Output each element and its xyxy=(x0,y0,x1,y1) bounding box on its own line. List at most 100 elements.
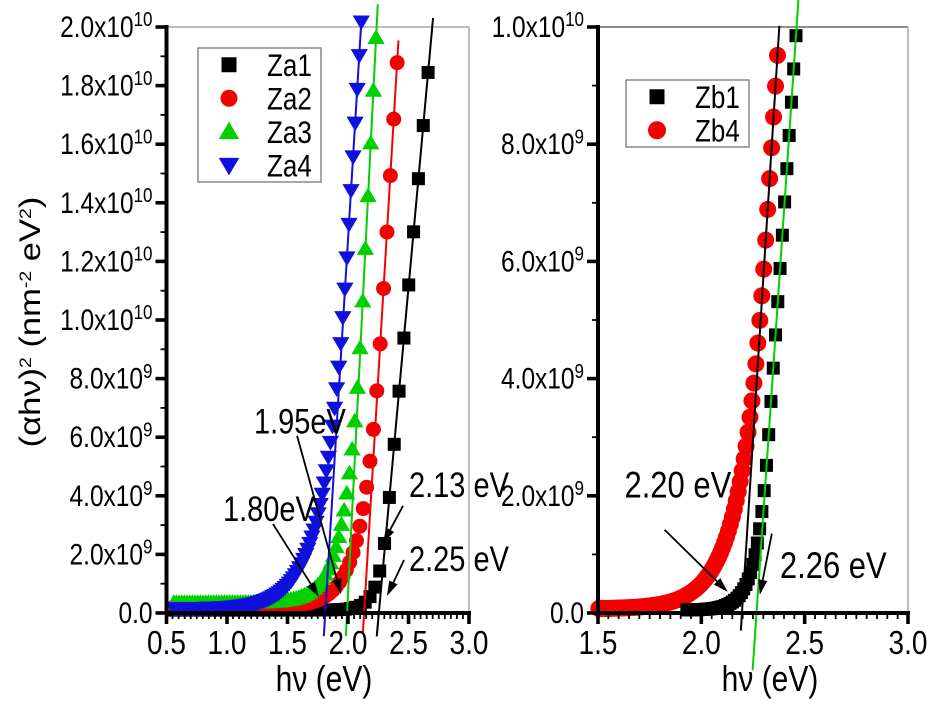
y-tick-label-text: 1.2x10 xyxy=(60,245,134,278)
annotation-arrow-shaft xyxy=(761,533,773,581)
y-tick-label: 2.0x109 xyxy=(501,477,584,513)
annotation-2.25-eV-text: 2.25 eV xyxy=(409,539,510,578)
y-tick-label-sup: 10 xyxy=(134,66,153,89)
y-tick-label: 1.0x1010 xyxy=(492,8,584,44)
x-axis-title-text: hν (eV) xyxy=(722,659,819,699)
point-Za3 xyxy=(327,538,345,554)
annotation-arrow-head xyxy=(307,581,319,597)
y-tick-label-sup: 9 xyxy=(143,477,152,500)
legend-label-Za3-text: Za3 xyxy=(267,116,312,151)
axes: 1.5 2.0 2.5 3.00.02.0x1094.0x1096.0x1098.0x… xyxy=(492,8,928,662)
y-tick-label-text: 1.4x10 xyxy=(60,187,134,220)
fit-lines xyxy=(739,0,800,671)
y-tick-label: 4.0x109 xyxy=(501,359,584,395)
annotation-arrow-head xyxy=(386,580,398,597)
annotation-arrow-shaft xyxy=(296,435,338,580)
point-Za3 xyxy=(335,501,353,517)
y-tick-label: 8.0x109 xyxy=(70,359,153,395)
panel-left: 0.5 1.0 1.5 2.0 2.5 3.00.02.0x1094.0x1096.0x1… xyxy=(13,4,509,700)
annotation-2.26-eV-text: 2.26 eV xyxy=(780,545,887,586)
point-Zb4 xyxy=(745,374,763,392)
legend-marker-Zb1 xyxy=(649,89,665,105)
annotation-1.80eV: 1.80eV xyxy=(223,489,315,528)
y-tick-label-text: 2.0x10 xyxy=(60,11,134,44)
y-axis-title-sup: 2 xyxy=(15,357,34,368)
point-Za1 xyxy=(373,564,387,578)
point-Za4 xyxy=(319,450,338,466)
fit-Zb1 xyxy=(751,0,800,671)
y-tick-label-text: 6.0x10 xyxy=(501,245,575,278)
legend-marker-Za3 xyxy=(218,121,240,140)
point-Za3 xyxy=(348,379,367,394)
panel-right: 1.5 2.0 2.5 3.00.02.0x1094.0x1096.0x1098.0x… xyxy=(492,0,928,700)
legend-label-Za4: Za4 xyxy=(267,149,312,184)
annotation-1.95eV: 1.95eV xyxy=(254,402,346,441)
y-axis-title-text: eV xyxy=(13,219,46,271)
point-Za3 xyxy=(338,484,356,500)
y-tick-label: 2.0x109 xyxy=(70,535,153,571)
x-axis-title: hν (eV) xyxy=(722,659,819,699)
axes: 0.5 1.0 1.5 2.0 2.5 3.00.02.0x1094.0x1096.0x1… xyxy=(60,8,488,662)
legend-box xyxy=(197,47,322,183)
x-tick-label: 3.0 xyxy=(450,624,489,662)
y-axis-title-text: (αhν) xyxy=(13,368,46,447)
point-Za2 xyxy=(359,479,375,495)
y-tick-label: 6.0x109 xyxy=(70,418,153,454)
y-tick-label-sup: 10 xyxy=(134,125,153,148)
y-tick-label-text: 1.8x10 xyxy=(60,70,134,103)
x-tick-label-text: 2.0 xyxy=(682,624,721,662)
point-Zb4 xyxy=(737,437,755,455)
x-tick-label: 1.0 xyxy=(208,624,247,662)
point-Za2 xyxy=(348,533,364,549)
y-tick-label-text: 2.0x10 xyxy=(501,480,575,513)
annotation-arrow-head xyxy=(382,527,395,543)
annotation-2.20-eV-text: 2.20 eV xyxy=(624,465,731,506)
y-axis-title-text: ) xyxy=(13,197,46,208)
point-Zb1 xyxy=(748,548,762,562)
y-tick-label: 1.8x1010 xyxy=(60,66,152,102)
x-tick-label: 2.0 xyxy=(329,624,368,662)
legend-label-Zb1: Zb1 xyxy=(695,81,740,116)
y-tick-label-sup: 9 xyxy=(143,535,152,558)
point-Za2 xyxy=(352,518,368,534)
legend-label-Za2-text: Za2 xyxy=(267,82,312,117)
point-Za2 xyxy=(362,453,378,469)
y-tick-label-sup: 10 xyxy=(134,8,153,31)
x-tick-label-text: 0.5 xyxy=(147,624,186,662)
annotation-arrow-shaft xyxy=(663,529,718,583)
annotation-2.20-eV: 2.20 eV xyxy=(624,465,731,506)
x-tick-label: 0.5 xyxy=(147,624,186,662)
series-Za4 xyxy=(165,15,370,618)
y-tick-label-sup: 9 xyxy=(143,359,152,382)
y-tick-label-text: 6.0x10 xyxy=(70,421,144,454)
x-tick-label-text: 2.0 xyxy=(329,624,368,662)
y-tick-label-sup: 10 xyxy=(134,301,153,324)
y-tick-label-text: 0.0 xyxy=(118,597,152,630)
x-tick-label-text: 2.5 xyxy=(389,624,428,662)
annotations: 1.95eV 1.80eV 2.13 eV 2.25 eV xyxy=(223,402,509,597)
y-axis-title-text: (nm xyxy=(13,288,46,357)
y-tick-label-text: 1.0x10 xyxy=(60,304,134,337)
x-tick-label: 1.5 xyxy=(579,624,618,662)
legend-marker-Za1 xyxy=(221,57,237,73)
y-tick-label-sup: 9 xyxy=(575,125,584,148)
fit-Za2 xyxy=(361,40,400,633)
legend-label-Za3: Za3 xyxy=(267,116,312,151)
y-tick-label-text: 8.0x10 xyxy=(70,363,144,396)
point-Zb4 xyxy=(749,334,767,352)
x-tick-label-text: 2.5 xyxy=(785,624,824,662)
point-Zb4 xyxy=(735,450,753,468)
legend-marker-Zb4 xyxy=(648,121,666,140)
point-Za4 xyxy=(327,382,346,397)
y-tick-label-sup: 9 xyxy=(575,242,584,265)
x-tick-label: 2.0 xyxy=(682,624,721,662)
legend-marker-Za4 xyxy=(218,157,240,176)
annotation-arrow-shaft xyxy=(272,523,312,585)
point-Zb4 xyxy=(743,392,761,410)
point-Za3 xyxy=(346,412,364,428)
point-Za4 xyxy=(313,487,331,503)
y-tick-label: 1.4x1010 xyxy=(60,184,152,220)
point-Za3 xyxy=(340,464,359,480)
